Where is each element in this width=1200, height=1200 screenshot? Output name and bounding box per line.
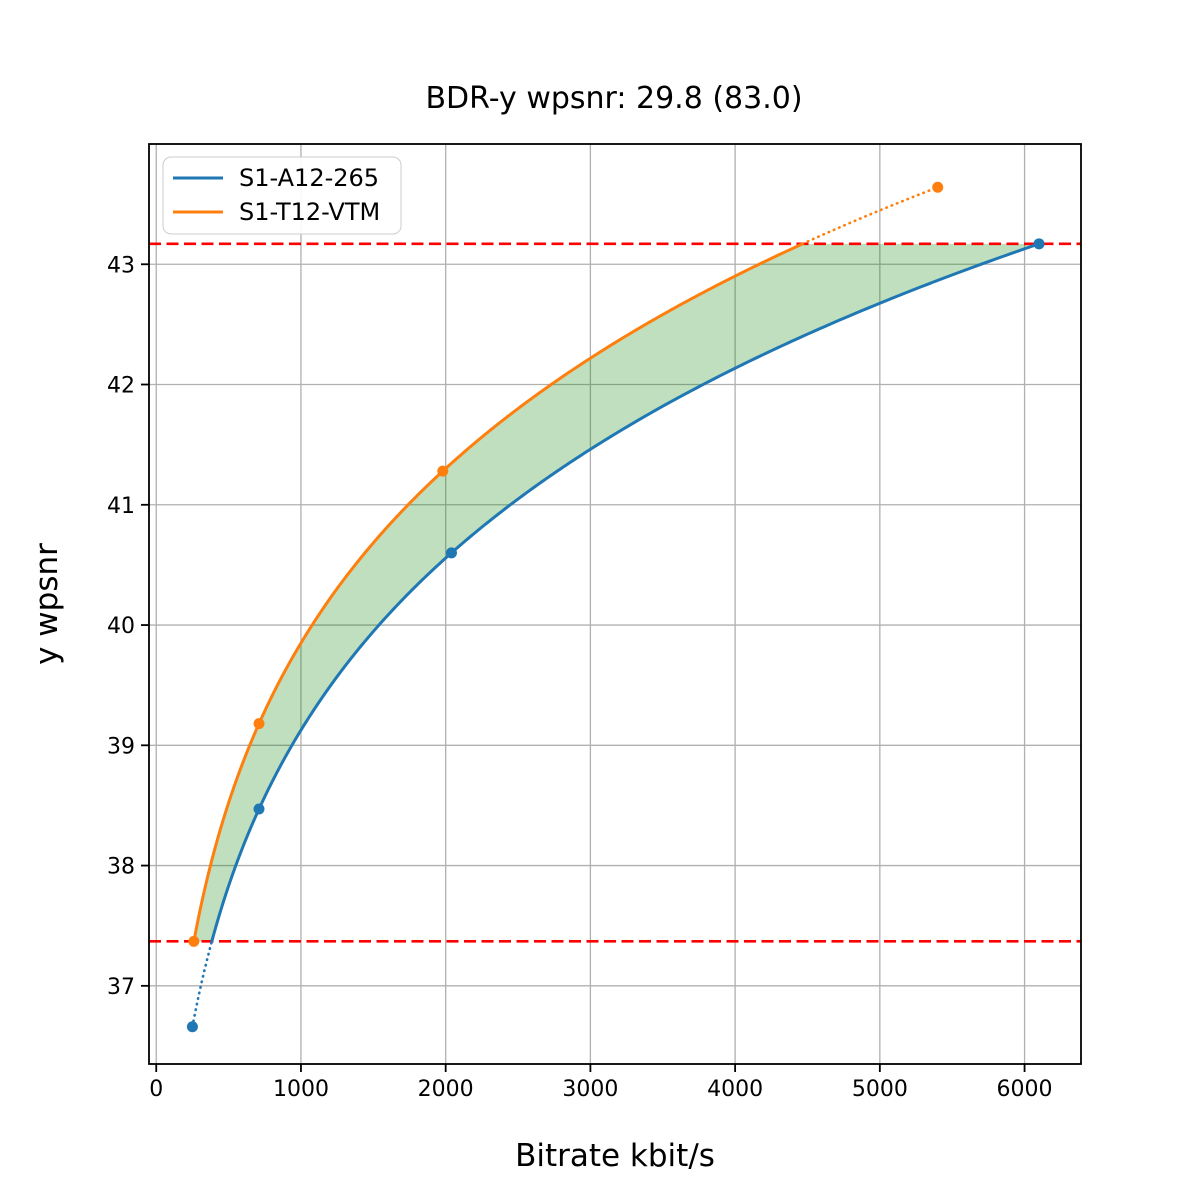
y-tick-label: 41 — [107, 494, 135, 519]
y-tick-label: 37 — [107, 975, 135, 1000]
data-point-S1-A12-265 — [1033, 238, 1045, 250]
curve-solid-S1-A12-265 — [210, 242, 1041, 943]
x-tick-label: 4000 — [707, 1077, 763, 1102]
x-tick-label: 2000 — [418, 1077, 474, 1102]
data-point-S1-A12-265 — [186, 1021, 198, 1033]
y-tick-label: 39 — [107, 734, 135, 759]
x-axis-label: Bitrate kbit/s — [515, 1138, 715, 1174]
y-tick-label: 38 — [107, 855, 135, 880]
plot-frame — [148, 143, 1082, 1065]
data-point-S1-A12-265 — [253, 803, 265, 815]
y-tick-label: 42 — [107, 374, 135, 399]
data-point-S1-T12-VTM — [188, 935, 200, 947]
bd-integration-area — [193, 243, 1040, 942]
curve-dotted-S1-T12-VTM — [801, 185, 940, 246]
legend-label-series-2: S1-T12-VTM — [239, 198, 380, 226]
x-tick-label: 3000 — [562, 1077, 618, 1102]
chart-title: BDR-y wpsnr: 29.8 (83.0) — [425, 81, 802, 116]
plot-layer — [149, 181, 1081, 1033]
data-point-S1-T12-VTM — [253, 718, 265, 730]
curve-solid-S1-T12-VTM — [192, 242, 805, 943]
legend-frame — [162, 156, 402, 235]
x-tick-label: 1000 — [273, 1077, 329, 1102]
data-point-S1-T12-VTM — [932, 181, 944, 193]
x-tick-label: 6000 — [997, 1077, 1053, 1102]
y-tick-label: 40 — [107, 614, 135, 639]
curve-dotted-S1-A12-265 — [191, 940, 214, 1029]
y-tick-label: 43 — [107, 253, 135, 278]
axis-layer: 0 1000 2000 3000 4000 5000 6000 37 38 39 40 41 42 43 — [107, 143, 1082, 1102]
data-point-S1-A12-265 — [445, 547, 457, 559]
data-point-S1-T12-VTM — [437, 465, 449, 477]
x-tick-label: 0 — [149, 1077, 163, 1102]
legend: S1-A12-265 S1-T12-VTM — [162, 156, 402, 235]
legend-label-series-1: S1-A12-265 — [239, 164, 379, 192]
y-axis-label: y wpsnr — [29, 543, 65, 665]
x-tick-label: 5000 — [852, 1077, 908, 1102]
grid-layer — [149, 144, 1081, 1064]
